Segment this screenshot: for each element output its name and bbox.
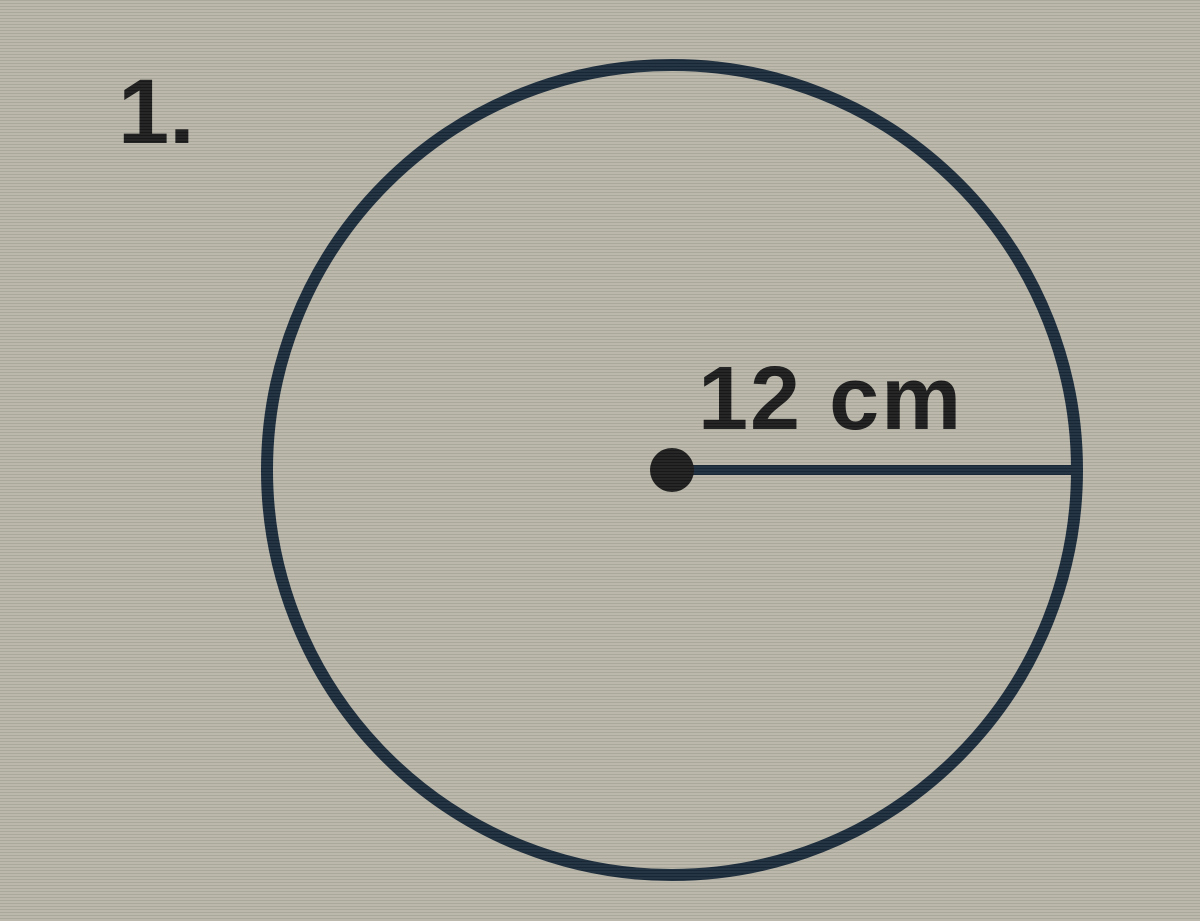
center-dot bbox=[650, 448, 694, 492]
circle-diagram bbox=[252, 52, 1092, 892]
radius-label: 12 cm bbox=[698, 348, 963, 451]
problem-number: 1. bbox=[118, 60, 195, 165]
